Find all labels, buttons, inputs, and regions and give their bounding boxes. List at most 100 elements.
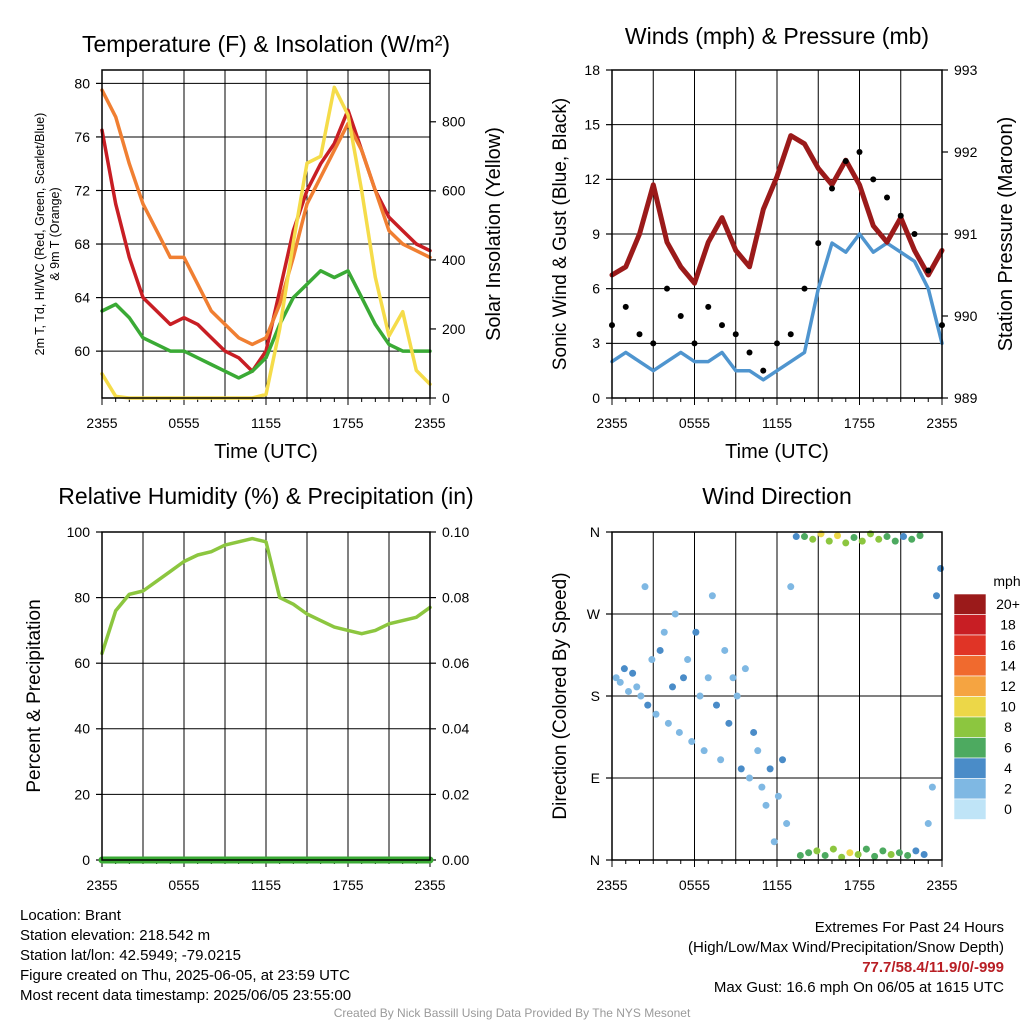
latlon-text: Station lat/lon: 42.5949; -79.0215: [20, 947, 242, 964]
wind-direction-point: [713, 701, 720, 709]
max-gust-text: Max Gust: 16.6 mph On 06/05 at 1615 UTC: [713, 979, 1004, 996]
wind-direction-point: [648, 656, 656, 664]
y-tick-label: W: [587, 606, 601, 622]
wind-direction-point: [801, 533, 808, 541]
x-tick-label: 1755: [332, 415, 363, 431]
x-tick-label: 2355: [414, 877, 445, 893]
gust-point: [829, 185, 835, 192]
extremes-values: 77.7/58.4/11.9/0/-999: [862, 959, 1004, 976]
x-tick-label: 1155: [762, 415, 792, 431]
meteogram-figure: Temperature (F) & Insolation (W/m²)60646…: [24, 23, 1021, 893]
wind-direction-point: [729, 674, 737, 682]
wind-direction-point: [779, 756, 786, 764]
gust-point: [870, 176, 877, 183]
y-tick-label: N: [590, 524, 600, 540]
wind-direction-point: [846, 849, 854, 857]
y-tick-label: 100: [67, 524, 91, 540]
y-axis-label-line: & 9m T (Orange): [48, 187, 62, 280]
colorbar-swatch: [953, 778, 987, 800]
plot-frame: [611, 531, 943, 861]
y-tick-label: 6: [592, 281, 600, 297]
created-text: Figure created on Thu, 2025-06-05, at 23…: [20, 967, 350, 984]
wind-direction-point: [912, 847, 920, 855]
colorbar-swatch: [953, 757, 987, 779]
wind-direction-point: [813, 847, 821, 855]
wind-direction-point: [850, 533, 858, 541]
y2-axis-label: Station Pressure (Maroon): [995, 117, 1017, 352]
colorbar-title: mph: [993, 573, 1020, 589]
wind-direction-point: [887, 851, 895, 859]
wind-direction-point: [612, 674, 620, 682]
y-tick-label: 0: [592, 390, 600, 406]
elevation-text: Station elevation: 218.542 m: [20, 927, 211, 944]
wind-direction-point: [700, 747, 708, 755]
wind-direction-point: [660, 628, 668, 636]
wind-direction-point: [920, 851, 928, 859]
wind-direction-point: [862, 845, 870, 853]
y2-tick-label: 989: [954, 390, 978, 406]
colorbar-label: 14: [1000, 658, 1016, 674]
wind-direction-point: [770, 838, 778, 846]
recent-data-text: Most recent data timestamp: 2025/06/05 2…: [20, 987, 352, 1004]
x-tick-label: 0555: [168, 415, 199, 431]
x-tick-label: 2355: [596, 877, 627, 893]
wind-direction-point: [644, 701, 652, 709]
y2-axis-label: Solar Insolation (Yellow): [483, 127, 505, 341]
y2-tick-label: 991: [954, 226, 978, 242]
colorbar-swatch: [953, 798, 987, 820]
x-axis-label: Time (UTC): [214, 441, 318, 463]
series-line-td: [100, 269, 432, 380]
gust-point: [801, 285, 808, 292]
wind-direction-point: [625, 687, 632, 695]
wind-direction-point: [924, 820, 932, 828]
y-axis-label: Direction (Colored By Speed): [550, 572, 571, 819]
y-axis-label: Percent & Precipitation: [24, 599, 45, 792]
gust-point: [732, 331, 739, 338]
y-tick-label: 3: [592, 335, 600, 351]
y2-tick-label: 0.08: [442, 590, 469, 606]
wind-direction-point: [620, 665, 628, 673]
wind-direction-point: [754, 747, 762, 755]
x-tick-label: 2355: [86, 415, 117, 431]
wind-direction-point: [937, 564, 945, 572]
x-tick-label: 1755: [844, 415, 875, 431]
colorbar-label: 0: [1004, 801, 1012, 817]
series-line-station-pressure: [609, 133, 945, 286]
gust-point: [636, 331, 643, 338]
x-tick-label: 2355: [596, 415, 627, 431]
extremes-info: Extremes For Past 24 Hours (High/Low/Max…: [688, 918, 1004, 998]
y-tick-label: 0: [82, 852, 90, 868]
gust-point: [774, 340, 780, 347]
wind-direction-point: [783, 820, 791, 828]
wind-direction-point: [821, 851, 829, 859]
colorbar-label: 20+: [996, 596, 1020, 612]
extremes-subtitle: (High/Low/Max Wind/Precipitation/Snow De…: [688, 939, 1004, 956]
y-tick-label: 12: [584, 171, 600, 187]
wind-direction-point: [696, 692, 704, 700]
gust-point: [815, 240, 822, 247]
gust-point: [746, 349, 753, 356]
location-text: Location: Brant: [20, 907, 121, 924]
y-tick-label: 60: [74, 655, 90, 671]
wind-direction-point: [633, 683, 641, 691]
colorbar-label: 2: [1004, 781, 1012, 797]
y-tick-label: E: [591, 770, 600, 786]
wind-direction-point: [688, 738, 696, 746]
y2-tick-label: 0.00: [442, 852, 469, 868]
x-tick-label: 0555: [679, 415, 710, 431]
gust-point: [719, 322, 725, 329]
x-tick-label: 1155: [251, 877, 281, 893]
wind-direction-point: [737, 765, 745, 773]
wind-direction-point: [879, 847, 887, 855]
gust-point: [760, 367, 767, 374]
wind-direction-point: [809, 535, 817, 543]
wind-direction-point: [933, 592, 940, 600]
wind-direction-point: [891, 537, 899, 545]
series-line-9m-t: [100, 88, 432, 347]
gust-point: [650, 340, 657, 347]
y-tick-label: 68: [74, 236, 90, 252]
y-tick-label: 20: [74, 786, 90, 802]
wind-direction-point: [629, 669, 637, 677]
y2-tick-label: 0.02: [442, 786, 469, 802]
plot-frame: [101, 69, 431, 399]
